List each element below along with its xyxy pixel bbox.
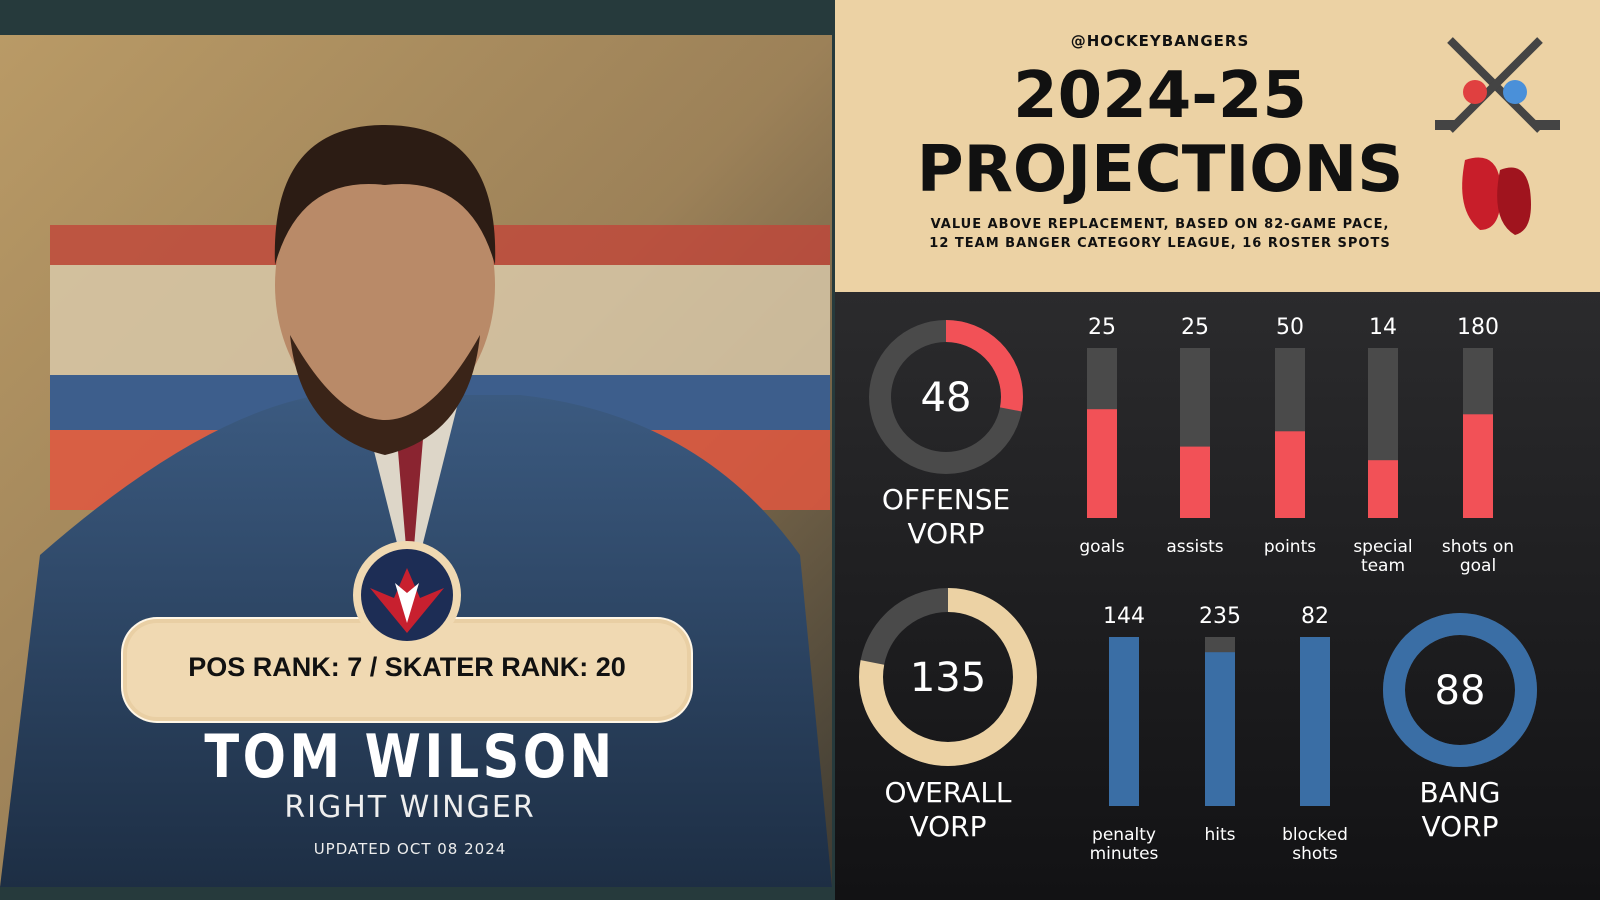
bar-label: shots on goal [1441,537,1515,576]
logo-icon [1435,37,1560,235]
bar-label: blocked shots [1282,825,1348,864]
bar [1087,409,1117,518]
handle: @HOCKEYBANGERS [1070,32,1250,50]
bar-value: 82 [1301,604,1329,629]
bar [1109,637,1139,806]
header-panel [835,0,1600,292]
ring-fill [1383,613,1537,767]
player-name: TOM WILSON [204,722,616,792]
title: PROJECTIONS [916,133,1404,207]
ring-value: 48 [921,375,972,421]
ring-fill [869,320,1023,474]
bar-label: penalty minutes [1089,825,1159,864]
bar-value: 50 [1276,315,1304,340]
bar [1300,637,1330,806]
bar-value: 25 [1181,315,1209,340]
bar-value: 144 [1103,604,1145,629]
bar-value: 25 [1088,315,1116,340]
team-logo [353,541,461,649]
bar-label: hits [1204,825,1236,845]
bar [1180,446,1210,518]
rank: POS RANK: 7 / SKATER RANK: 20 [188,652,626,682]
player-position: RIGHT WINGER [284,790,536,825]
updated-date: UPDATED OCT 08 2024 [313,840,507,858]
bar-value: 14 [1369,315,1397,340]
bar [1205,652,1235,806]
ring-label: VORP [907,517,985,550]
ring-label: VORP [1421,810,1499,843]
ring-label: OFFENSE [881,483,1011,516]
subtitle: 12 TEAM BANGER CATEGORY LEAGUE, 16 ROSTE… [929,236,1391,251]
bar-value: 180 [1457,315,1499,340]
bar [1463,414,1493,518]
bar [1368,460,1398,518]
ring-value: 88 [1435,668,1486,714]
bar-label: points [1263,537,1317,557]
ring-value: 135 [910,655,986,701]
bar-value: 235 [1199,604,1241,629]
ring-label: OVERALL [884,776,1012,809]
ring-label: BANG [1419,776,1501,809]
bar [1275,431,1305,518]
bar-label: goals [1079,537,1125,557]
bar-label: special team [1353,537,1413,576]
title: 2024-25 [1013,59,1307,133]
ring-label: VORP [909,810,987,843]
subtitle: VALUE ABOVE REPLACEMENT, BASED ON 82-GAM… [930,217,1390,232]
bar-label: assists [1166,537,1224,557]
ring-fill [859,588,1037,766]
